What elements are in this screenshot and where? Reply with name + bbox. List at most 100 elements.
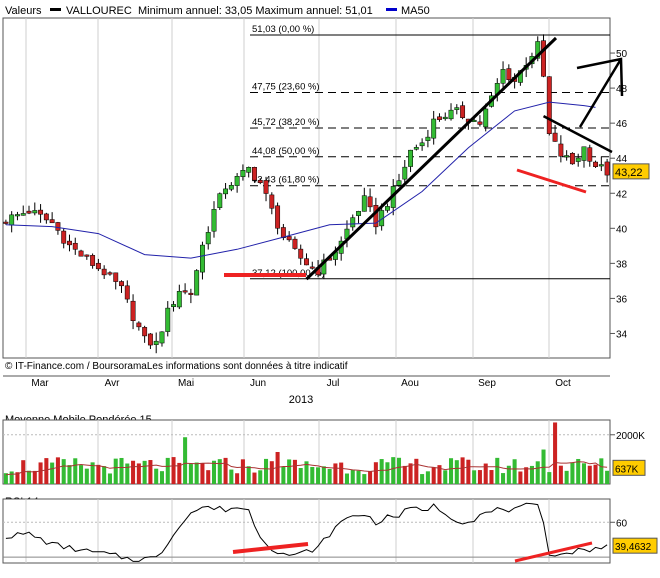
volume-bar	[154, 468, 159, 484]
volume-bar	[472, 470, 477, 484]
ma50-legend-label: MA50	[401, 5, 430, 17]
copyright-note: © IT-Finance.com / BoursoramaLes informa…	[5, 361, 348, 372]
ticker-legend-swatch	[50, 8, 61, 11]
candle-body	[234, 176, 240, 186]
candle-body	[581, 146, 587, 161]
volume-bar	[194, 462, 199, 484]
volume-bar	[73, 458, 78, 484]
candle-body	[454, 107, 460, 110]
volume-bar	[177, 462, 182, 484]
candle-body	[546, 76, 552, 134]
rsi-line	[5, 502, 608, 562]
bullish-arrow	[576, 57, 624, 128]
candle-body	[252, 166, 257, 181]
volume-bar	[142, 460, 147, 484]
ma50-line	[5, 101, 596, 259]
volume-bar	[362, 474, 367, 484]
candle-body	[165, 307, 171, 332]
volume-bar	[136, 463, 141, 484]
candle-body	[176, 291, 182, 308]
volume-bar	[206, 470, 211, 484]
volume-bar	[489, 470, 494, 484]
candle-body	[223, 188, 229, 195]
candle-body	[356, 211, 361, 216]
volume-bar	[420, 474, 425, 484]
price-y-tick-label: 44	[616, 154, 628, 165]
volume-bar	[506, 465, 511, 484]
candle-body	[483, 108, 489, 128]
volume-bar	[443, 470, 448, 484]
candle-body	[205, 232, 211, 245]
volume-bar	[553, 422, 558, 484]
candle-body	[598, 164, 604, 167]
volume-bar	[518, 471, 523, 484]
volume-bar	[119, 457, 124, 484]
candle-body	[119, 281, 124, 287]
month-tick-label: Oct	[555, 378, 571, 389]
candle-body	[61, 230, 67, 244]
candle-body	[43, 213, 49, 221]
volume-bar	[373, 462, 378, 484]
volume-bar	[570, 462, 575, 484]
volume-bar	[356, 470, 361, 484]
volume-bar	[107, 473, 112, 484]
volume-bar	[437, 465, 442, 484]
volume-bar	[501, 473, 506, 484]
candle-body	[460, 105, 466, 118]
volume-bar	[581, 463, 587, 484]
candle-body	[350, 217, 356, 228]
volume-bar	[587, 465, 592, 484]
candle-body	[159, 331, 165, 344]
candle-body	[269, 194, 275, 209]
volume-bar	[466, 459, 471, 484]
volume-bar	[148, 460, 153, 484]
volume-bar	[50, 462, 55, 484]
rsi-y-tick-label: 60	[616, 518, 628, 529]
candle-body	[95, 262, 101, 270]
candle-body	[136, 322, 142, 328]
candle-body	[153, 340, 159, 345]
ma50-legend-swatch	[386, 8, 397, 11]
volume-bar	[240, 459, 245, 484]
month-tick-label: Jun	[250, 378, 266, 389]
volume-bar	[558, 465, 563, 484]
volume-bar	[495, 457, 500, 484]
candle-body	[130, 300, 136, 321]
month-tick-label: Mai	[178, 378, 194, 389]
price-y-tick-label: 34	[616, 329, 628, 340]
downtrend-line	[542, 115, 613, 154]
volume-bar	[9, 471, 14, 484]
volume-bar	[223, 457, 228, 484]
year-label: 2013	[289, 394, 313, 406]
candle-body	[384, 206, 390, 211]
candle-body	[419, 142, 425, 147]
candle-body	[188, 292, 194, 295]
last-price-box	[612, 163, 650, 180]
candle-body	[9, 214, 15, 226]
header-label: Valeurs	[5, 5, 42, 17]
volume-bar	[327, 468, 332, 484]
candle-body	[55, 222, 61, 231]
volume-bar	[431, 467, 436, 484]
volume-bar	[171, 457, 176, 484]
candle-body	[506, 68, 512, 80]
volume-bar	[529, 465, 534, 484]
volume-bar	[350, 469, 355, 484]
candle-body	[321, 259, 327, 275]
volume-bar	[84, 468, 89, 484]
price-panel-frame	[2, 17, 611, 359]
volume-bar	[414, 458, 419, 484]
candle-body	[367, 196, 373, 208]
fibonacci-level-label: 42,43 (61,80 %)	[252, 175, 320, 186]
volume-bar	[159, 471, 164, 484]
rsi-divergence-line	[232, 542, 309, 554]
volume-bar	[385, 462, 390, 484]
fibonacci-level-label: 47,75 (23,60 %)	[252, 81, 320, 92]
last-rsi-label: 39,4632	[615, 542, 652, 553]
volume-bar	[26, 470, 32, 484]
candle-body	[246, 167, 252, 173]
candle-body	[425, 136, 431, 141]
volume-bar	[269, 461, 274, 484]
last-rsi-box	[612, 537, 658, 554]
